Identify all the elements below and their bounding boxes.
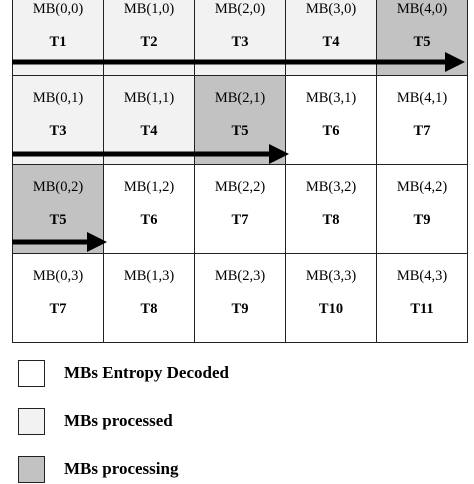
macroblock-cell: MB(2,3) T9: [194, 253, 286, 343]
time-step-label: T8: [140, 301, 158, 317]
macroblock-cell: MB(1,3) T8: [103, 253, 195, 343]
macroblock-cell: MB(4,3) T11: [376, 253, 468, 343]
macroblock-label: MB(0,0): [32, 1, 84, 17]
macroblock-cell: MB(0,3) T7: [12, 253, 104, 343]
macroblock-cell: MB(0,2) T5: [12, 164, 104, 254]
macroblock-cell: MB(0,0) T1: [12, 0, 104, 76]
legend-label-processed: MBs processed: [64, 411, 173, 430]
time-step-label: T1: [49, 34, 67, 50]
time-step-label: T4: [140, 123, 158, 139]
macroblock-label: MB(1,3): [123, 268, 175, 284]
macroblock-cell: MB(4,0) T5: [376, 0, 468, 76]
time-step-label: T5: [413, 34, 431, 50]
time-step-label: T10: [318, 301, 344, 317]
time-step-label: T7: [231, 212, 249, 228]
macroblock-cell: MB(1,1) T4: [103, 75, 195, 165]
time-step-label: T6: [140, 212, 158, 228]
macroblock-label: MB(0,3): [32, 268, 84, 284]
time-step-label: T7: [49, 301, 67, 317]
macroblock-label: MB(2,3): [214, 268, 266, 284]
macroblock-label: MB(1,0): [123, 1, 175, 17]
time-step-label: T11: [410, 301, 434, 317]
macroblock-label: MB(4,0): [396, 1, 448, 17]
macroblock-grid: MB(0,0) T1 MB(1,0) T2 MB(2,0) T3 MB(3,0) T4 MB(4…: [12, 0, 468, 343]
macroblock-label: MB(4,1): [396, 90, 448, 106]
time-step-label: T5: [49, 212, 67, 228]
time-step-label: T8: [322, 212, 340, 228]
time-step-label: T4: [322, 34, 340, 50]
macroblock-label: MB(4,2): [396, 179, 448, 195]
macroblock-cell: MB(3,2) T8: [285, 164, 377, 254]
macroblock-label: MB(0,2): [32, 179, 84, 195]
time-step-label: T6: [322, 123, 340, 139]
macroblock-cell: MB(3,0) T4: [285, 0, 377, 76]
legend-swatch-processing: [18, 456, 45, 483]
macroblock-label: MB(1,2): [123, 179, 175, 195]
time-step-label: T2: [140, 34, 158, 50]
macroblock-cell: MB(4,1) T7: [376, 75, 468, 165]
macroblock-cell: MB(4,2) T9: [376, 164, 468, 254]
legend-label-entropy-decoded: MBs Entropy Decoded: [64, 363, 229, 382]
legend-swatch-entropy-decoded: [18, 360, 45, 387]
macroblock-cell: MB(2,2) T7: [194, 164, 286, 254]
macroblock-label: MB(3,1): [305, 90, 357, 106]
macroblock-cell: MB(2,0) T3: [194, 0, 286, 76]
time-step-label: T3: [231, 34, 249, 50]
macroblock-label: MB(3,3): [305, 268, 357, 284]
macroblock-cell: MB(2,1) T5: [194, 75, 286, 165]
macroblock-cell: MB(1,0) T2: [103, 0, 195, 76]
macroblock-label: MB(2,1): [214, 90, 266, 106]
macroblock-cell: MB(3,1) T6: [285, 75, 377, 165]
legend-label-processing: MBs processing: [64, 459, 179, 478]
macroblock-label: MB(0,1): [32, 90, 84, 106]
macroblock-label: MB(4,3): [396, 268, 448, 284]
macroblock-label: MB(2,0): [214, 1, 266, 17]
macroblock-label: MB(3,0): [305, 1, 357, 17]
macroblock-cell: MB(0,1) T3: [12, 75, 104, 165]
legend-swatch-processed: [18, 408, 45, 435]
macroblock-cell: MB(1,2) T6: [103, 164, 195, 254]
time-step-label: T5: [231, 123, 249, 139]
macroblock-label: MB(1,1): [123, 90, 175, 106]
macroblock-cell: MB(3,3) T10: [285, 253, 377, 343]
macroblock-label: MB(2,2): [214, 179, 266, 195]
time-step-label: T3: [49, 123, 67, 139]
time-step-label: T9: [413, 212, 431, 228]
macroblock-label: MB(3,2): [305, 179, 357, 195]
time-step-label: T9: [231, 301, 249, 317]
time-step-label: T7: [413, 123, 431, 139]
